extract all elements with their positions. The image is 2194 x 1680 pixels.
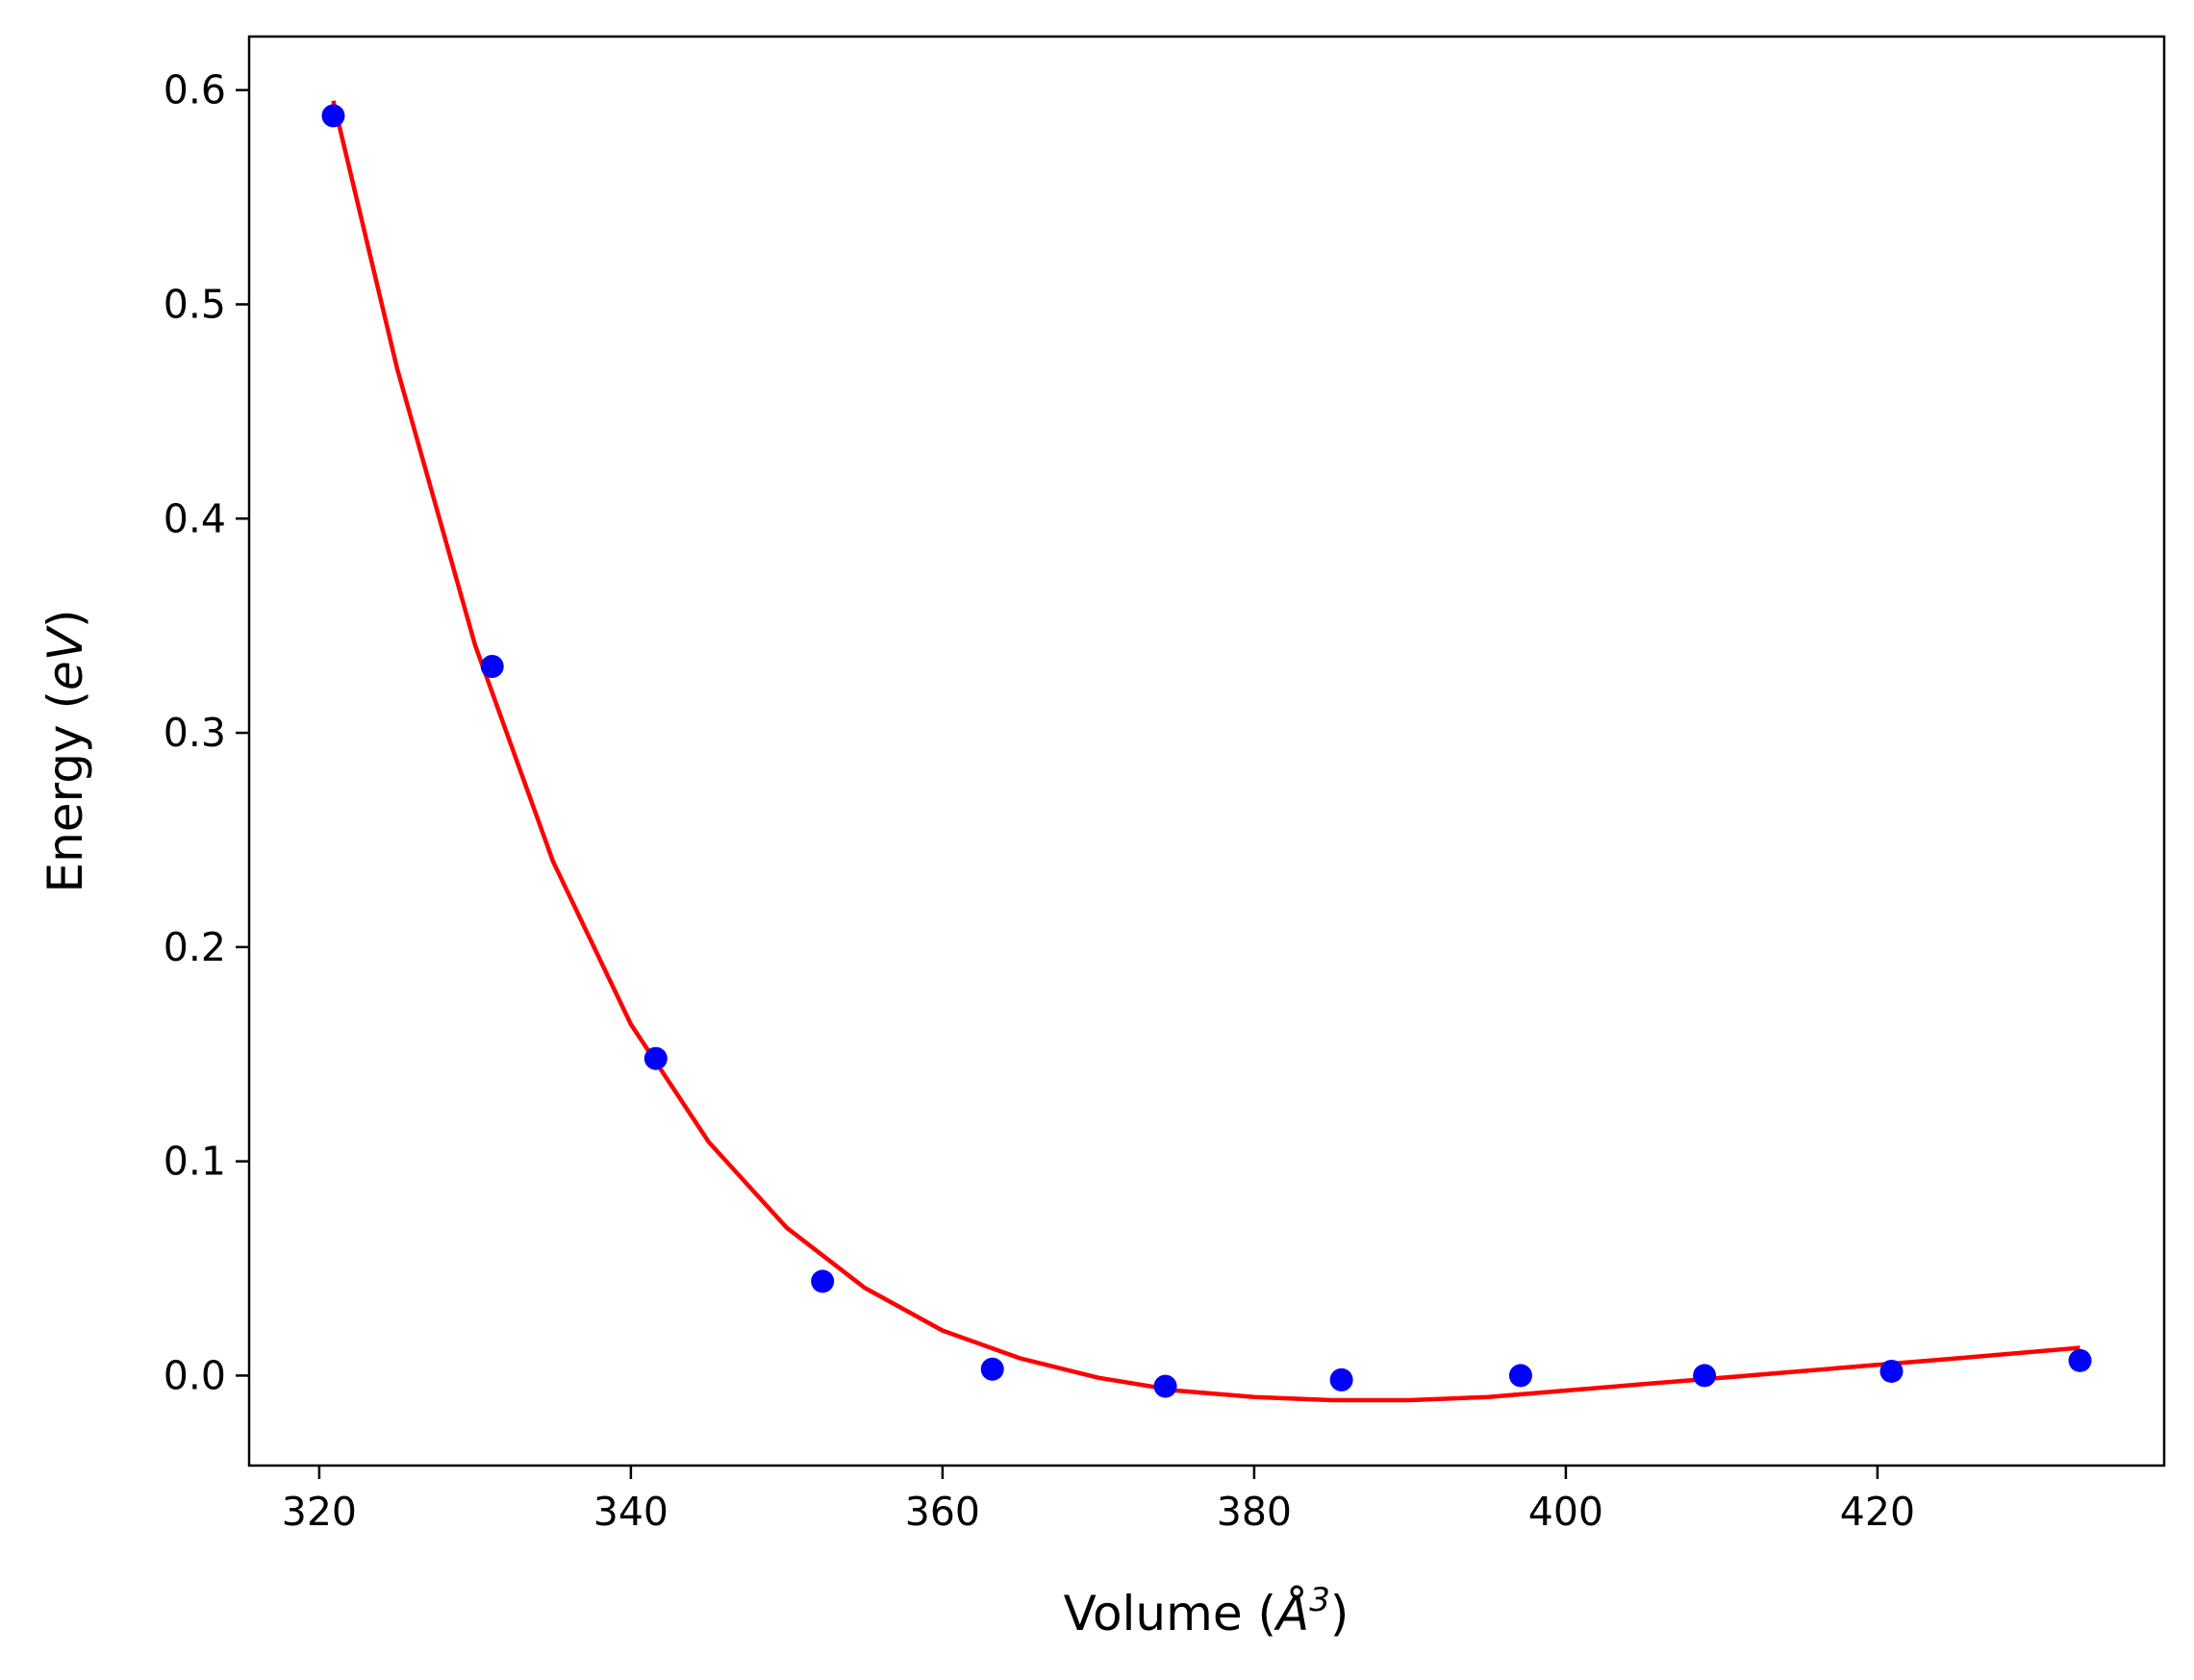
data-point-2 xyxy=(643,1046,668,1070)
x-axis-label-prefix: Volume ( xyxy=(1064,1586,1276,1642)
data-point-0 xyxy=(321,104,345,128)
y-tick-label-0.4: 0.4 xyxy=(164,495,226,541)
x-axis-label-suffix: ) xyxy=(1330,1586,1349,1642)
y-tick-label-0.2: 0.2 xyxy=(164,924,226,970)
y-tick-label-0.0: 0.0 xyxy=(164,1352,226,1398)
y-tick-label-0.1: 0.1 xyxy=(164,1139,226,1185)
data-point-7 xyxy=(1508,1364,1532,1388)
x-tick-label-320: 320 xyxy=(282,1489,357,1535)
x-axis: 320 340 360 380 400 420 xyxy=(282,1466,1915,1535)
data-point-10 xyxy=(2068,1348,2092,1372)
y-axis-label-suffix: ) xyxy=(38,610,93,629)
y-tick-label-0.3: 0.3 xyxy=(164,710,226,756)
data-point-6 xyxy=(1329,1367,1353,1392)
y-tick-label-0.6: 0.6 xyxy=(164,67,226,113)
y-tick-label-0.5: 0.5 xyxy=(164,281,226,327)
y-axis-label: Energy (eV) xyxy=(38,610,93,893)
x-tick-label-400: 400 xyxy=(1528,1489,1603,1535)
x-axis-label-exponent: 3 xyxy=(1309,1581,1330,1619)
data-point-9 xyxy=(1879,1359,1904,1383)
y-axis-label-unit: eV xyxy=(38,624,93,690)
fit-curve-line xyxy=(331,100,2081,1403)
data-point-8 xyxy=(1693,1364,1717,1388)
x-tick-label-360: 360 xyxy=(905,1489,980,1535)
y-axis-label-prefix: Energy ( xyxy=(38,690,93,892)
x-tick-label-380: 380 xyxy=(1217,1489,1292,1535)
plot-area xyxy=(321,100,2092,1403)
x-axis-label-unit: Å xyxy=(1274,1586,1309,1642)
data-point-1 xyxy=(480,654,504,678)
plot-frame xyxy=(247,35,2166,1467)
data-point-3 xyxy=(811,1269,835,1293)
y-axis: 0.0 0.1 0.2 0.3 0.4 0.5 0.6 xyxy=(164,67,249,1398)
x-tick-label-420: 420 xyxy=(1840,1489,1915,1535)
data-point-4 xyxy=(980,1357,1004,1381)
x-axis-label: Volume (Å3) xyxy=(1064,1581,1349,1642)
data-point-5 xyxy=(1153,1374,1177,1398)
x-tick-label-340: 340 xyxy=(593,1489,668,1535)
